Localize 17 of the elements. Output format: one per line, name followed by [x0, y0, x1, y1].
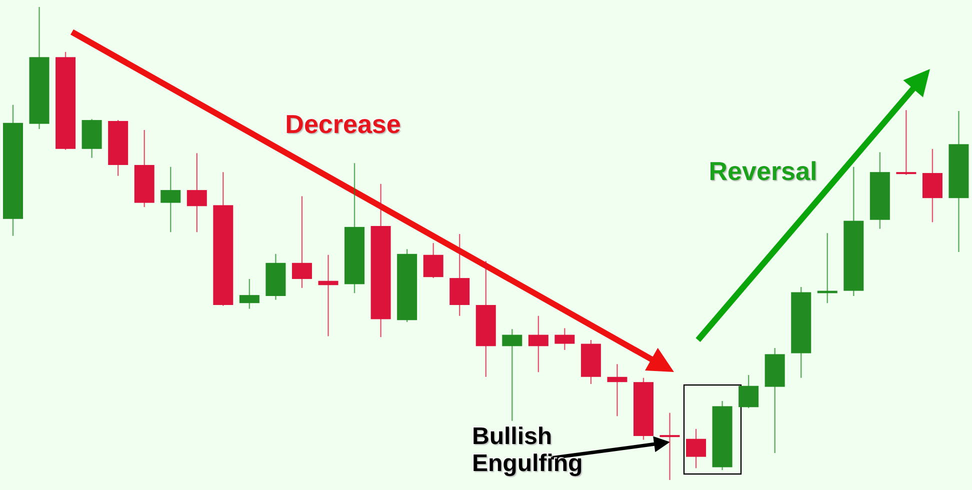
candlestick: [896, 110, 916, 176]
candlestick: [292, 196, 312, 289]
candlestick: [502, 328, 522, 422]
candlestick: [239, 278, 260, 310]
annotation: Reversal: [708, 156, 818, 186]
candlestick: [318, 254, 338, 337]
candlestick: [160, 166, 181, 233]
candlestick: [423, 242, 444, 279]
candlestick: [554, 328, 575, 351]
candlestick: [738, 374, 759, 409]
candlestick: [660, 412, 680, 480]
annotation: Bullish Engulfing: [472, 423, 584, 477]
candlestick: [686, 428, 706, 469]
annotation: Decrease: [284, 109, 402, 139]
candlestick: [607, 364, 628, 417]
candlestick: [186, 152, 207, 233]
candlestick: [528, 315, 548, 373]
